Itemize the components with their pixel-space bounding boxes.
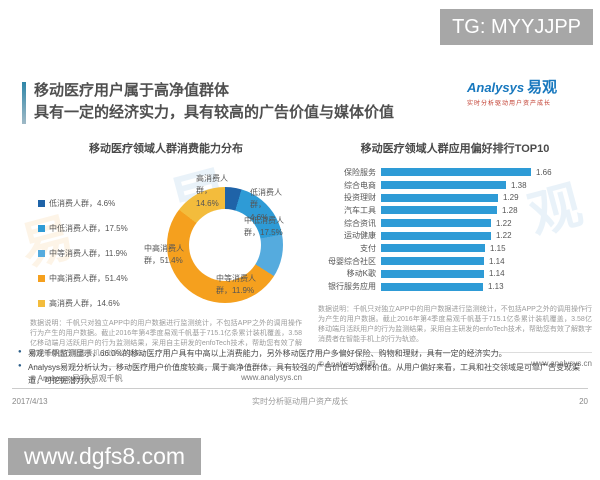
bar-value-label: 1.15: [490, 243, 506, 253]
analysis-bullets: 易观千帆监测显示，66.0%的移动医疗用户具有中高以上消费能力，另外移动医疗用户…: [18, 347, 590, 388]
bar-category-label: 投资理财: [344, 193, 376, 203]
bar-category-label: 保险服务: [344, 167, 376, 177]
data-note: 数据说明：千帆只对独立APP中的用户数据进行监测统计，不包括APP之外的调用操作…: [318, 306, 592, 344]
legend-label: 中等消费人群，11.9%: [49, 249, 128, 258]
bar-row: 综合资讯 1.22: [318, 217, 592, 230]
logo-brand-cn: 易观: [527, 79, 558, 96]
bar-row: 移动K歌 1.14: [318, 268, 592, 281]
donut-chart: 低消费人群，4.6% 中低消费人群，17.5% 中等消费人群，11.9% 中高消…: [30, 155, 302, 308]
legend-swatch: [38, 225, 45, 232]
legend-item: 高消费人群，14.6%: [38, 291, 128, 316]
bar-category-label: 母婴综合社区: [328, 256, 376, 266]
bar: [381, 282, 483, 291]
donut-legend: 低消费人群，4.6% 中低消费人群，17.5% 中等消费人群，11.9% 中高消…: [38, 191, 128, 316]
bar-value-label: 1.29: [503, 193, 519, 203]
bar-value-label: 1.28: [502, 205, 518, 215]
app-preference-chart-panel: 移动医疗领域人群应用偏好排行TOP10 保险服务 1.66 综合电商 1.38 …: [318, 140, 592, 370]
legend-swatch: [38, 300, 45, 307]
bar-category-label: 银行服务应用: [328, 282, 376, 292]
bar: [381, 231, 491, 240]
legend-item: 中低消费人群，17.5%: [38, 216, 128, 241]
bar-category-label: 汽车工具: [344, 205, 376, 215]
bar-row: 汽车工具 1.28: [318, 204, 592, 217]
legend-item: 中高消费人群，51.4%: [38, 266, 128, 291]
bar-chart-title: 移动医疗领域人群应用偏好排行TOP10: [360, 143, 550, 155]
donut-ring: [167, 187, 283, 303]
bar: [381, 193, 498, 202]
bar-category-label: 运动健康: [344, 231, 376, 241]
bar-value-label: 1.38: [511, 180, 527, 190]
analysis-bullet: 易观千帆监测显示，66.0%的移动医疗用户具有中高以上消费能力，另外移动医疗用户…: [18, 347, 590, 361]
legend-swatch: [38, 250, 45, 257]
logo-brand-en: Analysys: [467, 80, 525, 95]
footer-page-number: 20: [579, 397, 588, 406]
bar-value-label: 1.66: [536, 167, 552, 177]
legend-label: 中高消费人群，51.4%: [49, 274, 128, 283]
analysis-bullet: Analysys易观分析认为，移动医疗用户价值度较高，属于高净值群体，具有较强的…: [18, 361, 590, 388]
legend-swatch: [38, 275, 45, 282]
legend-item: 低消费人群，4.6%: [38, 191, 128, 216]
donut-label-low: 低消费人群，4.6%: [250, 188, 282, 222]
bar: [381, 257, 484, 266]
bar-row: 投资理财 1.29: [318, 191, 592, 204]
bar-row: 运动健康 1.22: [318, 229, 592, 242]
slide-header: 移动医疗用户属于高净值群体 具有一定的经济实力，具有较高的广告价值与媒体价值: [22, 80, 394, 124]
donut-chart-title: 移动医疗领域人群消费能力分布: [89, 143, 243, 155]
bar: [381, 244, 485, 253]
slide-footer: 2017/4/13 实时分析驱动用户资产成长 20: [12, 388, 588, 407]
bar: [381, 181, 506, 190]
footer-slogan: 实时分析驱动用户资产成长: [252, 397, 348, 406]
page-title-line2: 具有一定的经济实力，具有较高的广告价值与媒体价值: [34, 103, 395, 121]
bar: [381, 269, 484, 278]
bar-row: 银行服务应用 1.13: [318, 280, 592, 293]
legend-swatch: [38, 200, 45, 207]
bar-value-label: 1.13: [488, 282, 504, 292]
bar-row: 支付 1.15: [318, 242, 592, 255]
donut-label-high: 高消费人群，14.6%: [196, 174, 228, 208]
analysys-logo: Analysys 易观 实时分析驱动用户资产成长: [467, 76, 585, 107]
page-title: 移动医疗用户属于高净值群体 具有一定的经济实力，具有较高的广告价值与媒体价值: [34, 80, 394, 124]
consumption-chart-panel: 移动医疗领域人群消费能力分布 低消费人群，4.6% 中低消费人群，17.5% 中…: [30, 140, 302, 384]
website-watermark-badge: www.dgfs8.com: [8, 438, 202, 475]
page-title-line1: 移动医疗用户属于高净值群体: [34, 82, 230, 99]
bar-category-label: 支付: [360, 243, 376, 253]
donut-label-midlow: 中低消费人群，17.5%: [244, 216, 284, 238]
bar-row: 综合电商 1.38: [318, 179, 592, 192]
legend-item: 中等消费人群，11.9%: [38, 241, 128, 266]
bar-value-label: 1.22: [496, 231, 512, 241]
title-accent-bar: [22, 82, 26, 124]
legend-label: 中低消费人群，17.5%: [49, 224, 128, 233]
bar-category-label: 综合资讯: [344, 218, 376, 228]
footer-date: 2017/4/13: [12, 397, 48, 406]
donut-label-midhigh: 中高消费人群，51.4%: [144, 244, 184, 266]
bar-value-label: 1.14: [489, 256, 505, 266]
bar: [381, 219, 491, 228]
bar-category-label: 移动K歌: [346, 269, 376, 279]
legend-label: 低消费人群，4.6%: [49, 199, 116, 208]
bar-row: 母婴综合社区 1.14: [318, 255, 592, 268]
bar-row: 保险服务 1.66: [318, 166, 592, 179]
logo-tagline: 实时分析驱动用户资产成长: [467, 101, 552, 107]
donut-label-mid: 中等消费人群，11.9%: [216, 274, 256, 296]
bar-category-label: 综合电商: [344, 180, 376, 190]
bar-value-label: 1.14: [489, 269, 505, 279]
telegram-watermark-badge: TG: MYYJJPP: [440, 9, 593, 45]
bar-chart: 保险服务 1.66 综合电商 1.38 投资理财 1.29 汽车工具 1.28 …: [318, 166, 592, 293]
bar-value-label: 1.22: [496, 218, 512, 228]
bar: [381, 206, 497, 215]
legend-label: 高消费人群，14.6%: [49, 299, 120, 308]
donut-hole: [189, 209, 261, 281]
bar: [381, 168, 531, 177]
